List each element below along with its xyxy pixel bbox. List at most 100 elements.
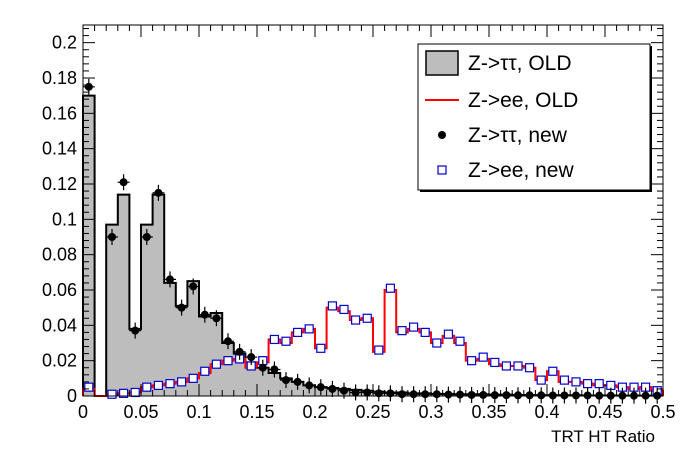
tautau-new-marker xyxy=(514,391,522,400)
ee-new-marker xyxy=(269,334,279,345)
legend-symbol-tautau-old xyxy=(425,50,459,76)
tautau-new-point xyxy=(291,373,304,390)
tautau-new-point xyxy=(326,380,339,397)
x-axis-title: TRT HT Ratio xyxy=(551,427,655,446)
x-tick-label: 0.05 xyxy=(123,402,158,422)
ee-new-marker xyxy=(571,377,581,387)
ee-new-marker xyxy=(478,352,488,362)
ee-new-marker xyxy=(409,322,419,332)
tautau-new-point xyxy=(198,306,211,323)
ee-new-marker xyxy=(107,389,117,399)
ee-new-marker xyxy=(211,359,221,369)
ee-new-marker xyxy=(455,336,465,346)
ee-old-line xyxy=(82,289,664,397)
tautau-new-marker xyxy=(235,347,244,356)
ee-new-marker xyxy=(351,315,361,325)
tautau-new-point xyxy=(233,343,246,360)
ee-new-marker xyxy=(490,357,500,368)
tautau-new-point xyxy=(477,386,490,403)
tautau-new-point xyxy=(314,379,327,396)
tautau-new-marker xyxy=(247,353,256,362)
tautau-new-marker xyxy=(386,389,395,398)
legend-symbol-ee-new xyxy=(437,165,447,175)
tautau-new-marker xyxy=(525,391,534,400)
tautau-new-point xyxy=(280,372,292,389)
x-tick-label: 0.15 xyxy=(239,402,274,422)
legend-shadow-bottom xyxy=(420,190,652,192)
tautau-new-marker xyxy=(177,303,186,312)
ee-new-marker xyxy=(200,366,210,376)
tautau-new-marker xyxy=(293,377,302,386)
tautau-new-point xyxy=(488,387,501,404)
ee-new-marker xyxy=(420,327,430,337)
y-tick-label: 0.08 xyxy=(42,245,77,265)
ee-new-marker xyxy=(432,338,442,348)
tautau-new-point xyxy=(256,359,269,376)
y-tick-label: 0.14 xyxy=(42,139,77,159)
tautau-new-marker xyxy=(316,383,325,392)
tautau-new-point xyxy=(245,349,258,366)
tautau-new-marker xyxy=(305,381,314,390)
legend-label-tautau-new: Z->ττ, new xyxy=(468,124,568,147)
tautau-new-marker xyxy=(328,384,337,393)
y-tick-label: 0.2 xyxy=(52,33,77,53)
ee-new-marker xyxy=(84,382,94,392)
x-tick-label: 0 xyxy=(78,402,88,422)
tautau-new-marker xyxy=(363,388,372,397)
tautau-new-marker xyxy=(537,391,546,400)
ee-new-marker xyxy=(188,373,198,383)
tautau-new-point xyxy=(523,387,536,404)
y-tick-label: 0.16 xyxy=(42,103,77,123)
tautau-new-point xyxy=(454,386,466,403)
tautau-new-marker xyxy=(270,365,279,374)
tautau-new-marker xyxy=(340,386,348,395)
tautau-new-marker xyxy=(572,391,580,400)
ee-new-marker xyxy=(362,313,372,323)
tautau-new-point xyxy=(164,271,176,288)
ee-new-marker xyxy=(223,356,233,366)
legend-label-ee-old: Z->ee, OLD xyxy=(468,89,578,112)
tautau-new-marker xyxy=(479,390,488,399)
tautau-new-marker xyxy=(84,82,93,91)
tautau-new-marker xyxy=(444,390,453,399)
tautau-new-marker xyxy=(189,282,198,291)
tautau-new-marker xyxy=(398,390,406,399)
tautau-new-marker xyxy=(583,391,592,400)
y-tick-label: 0.12 xyxy=(42,174,77,194)
tautau-new-marker xyxy=(166,275,174,284)
tautau-new-marker xyxy=(282,376,290,385)
tautau-new-point xyxy=(384,385,397,402)
tautau-new-point xyxy=(349,384,362,401)
tautau-new-marker xyxy=(142,233,151,241)
tautau-new-point xyxy=(175,299,188,316)
tautau-new-marker xyxy=(131,326,140,335)
tautau-new-marker xyxy=(421,390,430,399)
tautau-new-point xyxy=(152,184,165,201)
legend-shadow-right xyxy=(650,46,652,192)
tautau-new-point xyxy=(222,333,234,350)
legend-label-tautau-old: Z->ττ, OLD xyxy=(468,52,572,75)
ee-new-marker xyxy=(559,375,570,385)
y-tick-label: 0.02 xyxy=(42,351,77,371)
y-tick-label: 0 xyxy=(67,386,77,406)
tautau-new-point xyxy=(500,387,513,404)
tautau-new-point xyxy=(140,229,153,245)
tautau-new-point xyxy=(210,310,223,327)
tautau-new-marker xyxy=(456,390,464,399)
tautau-new-marker xyxy=(490,391,499,400)
ee-new-marker xyxy=(443,329,453,339)
ee-new-marker xyxy=(548,366,558,376)
x-tick-label: 0.25 xyxy=(355,402,390,422)
ee-new-marker xyxy=(501,361,511,371)
tautau-new-marker xyxy=(154,188,163,197)
x-tick-label: 0.2 xyxy=(302,402,327,422)
tautau-new-marker xyxy=(351,388,360,397)
tautau-new-marker xyxy=(432,390,441,399)
ee-new-marker xyxy=(397,326,407,336)
tautau-new-marker xyxy=(467,390,476,399)
ee-new-marker xyxy=(524,363,535,373)
tautau-new-marker xyxy=(548,391,557,400)
tautau-new-point xyxy=(372,385,385,402)
ee-new-marker xyxy=(118,388,129,398)
